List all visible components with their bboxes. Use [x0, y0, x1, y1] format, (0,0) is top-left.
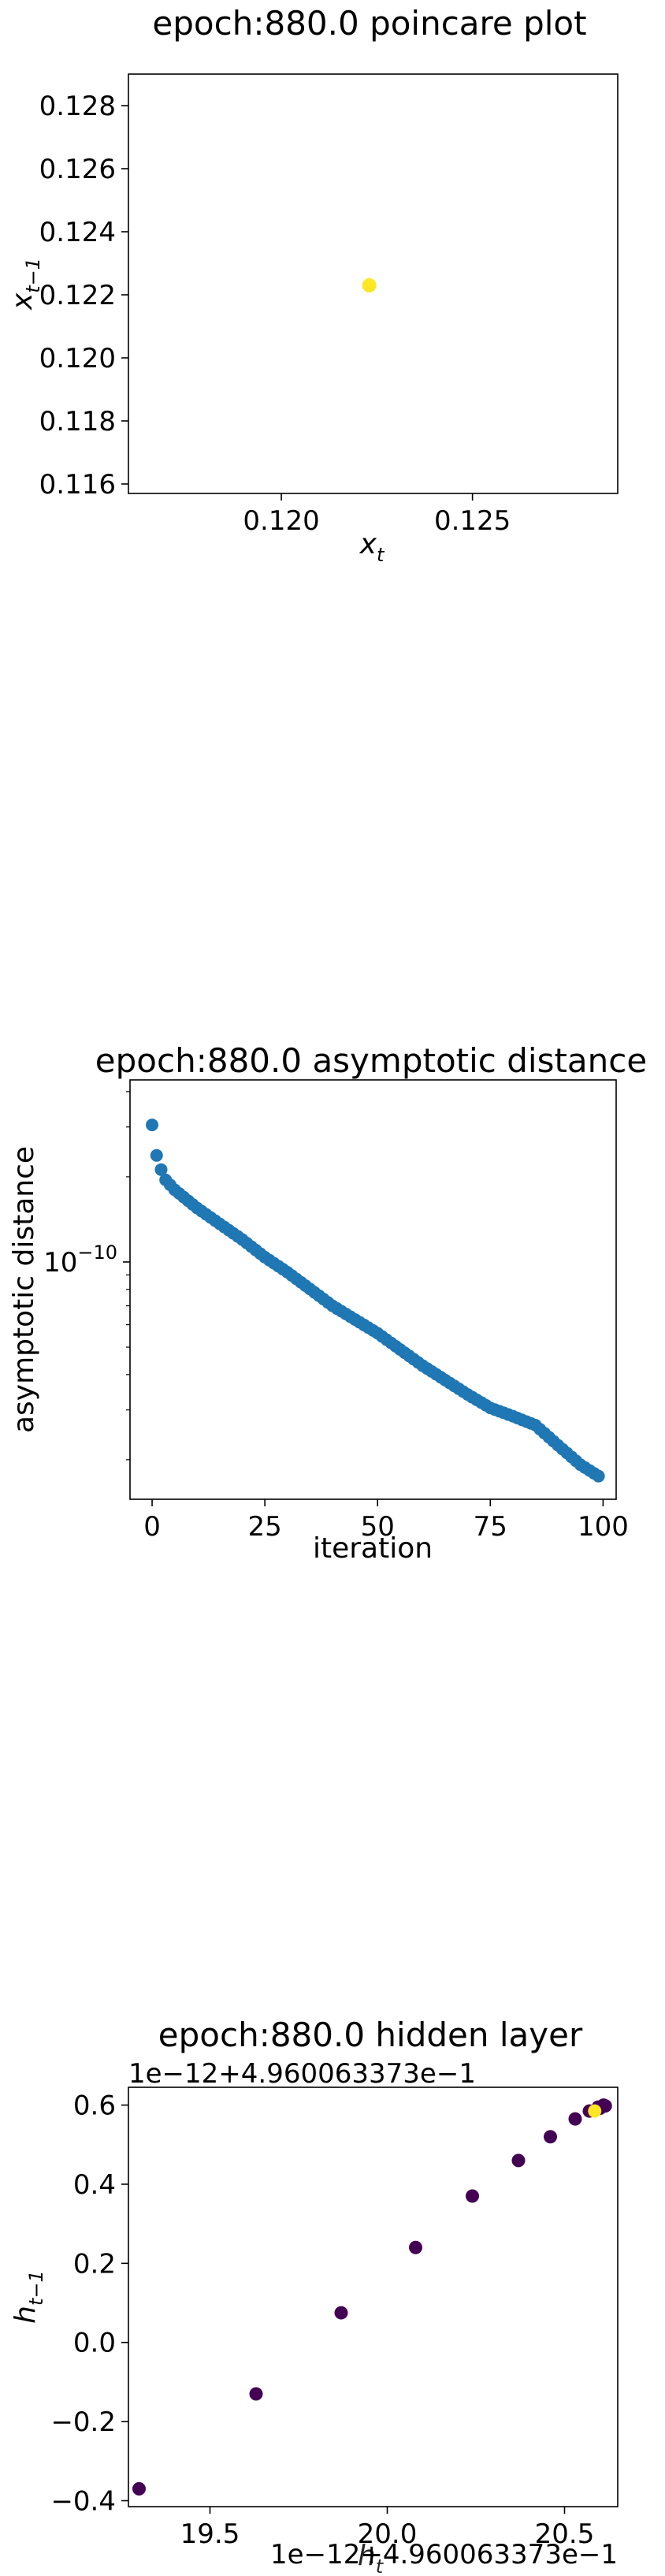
hidden-axes-frame	[128, 2086, 619, 2507]
asymptotic-x-tick-label: 0	[143, 1511, 161, 1543]
hidden-y-tick-label: 0.2	[73, 2248, 116, 2280]
hidden-x-tick-label: 20.0	[358, 2518, 418, 2550]
hidden-layer-plot: epoch:880.0 hidden layer 1e−12+4.9600633…	[9, 2016, 619, 2576]
asymptotic-ylabel: asymptotic distance	[8, 1146, 40, 1433]
asymptotic-y-tick-label: 10−10	[43, 1241, 117, 1279]
hidden-point	[598, 2099, 612, 2113]
hidden-point	[511, 2153, 526, 2168]
hidden-y-tick-label: −0.4	[50, 2485, 116, 2517]
hidden-y-offset-text: 1e−12+4.960063373e−1	[128, 2058, 476, 2090]
hidden-x-ticks: 19.5 20.0 20.5	[180, 2507, 595, 2550]
poincare-x-tick-label: 0.125	[434, 505, 511, 537]
poincare-x-ticks: 0.120 0.125	[243, 493, 511, 537]
poincare-y-tick-label: 0.122	[39, 280, 116, 311]
poincare-point	[362, 278, 377, 292]
hidden-title: epoch:880.0 hidden layer	[158, 2016, 583, 2054]
asymptotic-x-ticks: 0 25 50 75 100	[143, 1499, 629, 1543]
asymptotic-point	[150, 1148, 163, 1162]
poincare-points	[362, 278, 377, 292]
asymptotic-y-ticks: 10−10	[43, 1091, 130, 1461]
asymptotic-point	[592, 1469, 605, 1483]
poincare-y-ticks: 0.116 0.118 0.120 0.122 0.124 0.126 0.128	[39, 91, 128, 501]
poincare-ylabel: xt−1	[6, 258, 44, 311]
asymptotic-x-tick-label: 25	[248, 1511, 282, 1543]
asymptotic-point	[146, 1119, 159, 1132]
hidden-point	[466, 2189, 479, 2203]
hidden-point	[132, 2481, 146, 2496]
hidden-point	[568, 2112, 582, 2126]
hidden-ylabel: ht−1	[9, 2270, 47, 2324]
poincare-axes-frame	[128, 73, 619, 494]
poincare-y-tick-label: 0.126	[39, 154, 116, 185]
hidden-x-tick-label: 19.5	[180, 2518, 240, 2550]
hidden-y-tick-label: 0.0	[73, 2328, 116, 2359]
asymptotic-title: epoch:880.0 asymptotic distance	[95, 1041, 647, 1080]
hidden-point	[334, 2306, 348, 2320]
poincare-xlabel: xt	[359, 528, 385, 566]
poincare-y-tick-label: 0.128	[39, 91, 116, 122]
poincare-y-tick-label: 0.120	[39, 343, 116, 374]
asymptotic-distance-plot: epoch:880.0 asymptotic distance 0 25 50 75 1…	[8, 1041, 647, 1565]
hidden-point	[544, 2130, 557, 2144]
hidden-x-tick-label: 20.5	[535, 2518, 595, 2550]
poincare-y-tick-label: 0.118	[39, 406, 116, 437]
asymptotic-x-tick-label: 50	[361, 1511, 395, 1543]
hidden-y-tick-label: −0.2	[50, 2407, 116, 2438]
poincare-y-tick-label: 0.116	[39, 469, 116, 501]
hidden-points	[132, 2098, 612, 2496]
asymptotic-x-tick-label: 75	[474, 1511, 507, 1543]
hidden-y-ticks: −0.4 −0.2 0.0 0.2 0.4 0.6	[50, 2090, 128, 2517]
asymptotic-xlabel: iteration	[313, 1532, 433, 1565]
poincare-plot: epoch:880.0 poincare plot 0.120 0.125 0.1…	[6, 4, 619, 566]
hidden-point	[249, 2387, 263, 2401]
asymptotic-points	[146, 1119, 605, 1483]
hidden-y-tick-label: 0.6	[73, 2090, 116, 2122]
poincare-y-tick-label: 0.124	[39, 217, 116, 248]
poincare-x-tick-label: 0.120	[243, 505, 319, 537]
hidden-y-tick-label: 0.4	[73, 2169, 116, 2201]
asymptotic-x-tick-label: 100	[578, 1511, 629, 1543]
asymptotic-point	[154, 1163, 168, 1176]
hidden-x-offset-text: 1e−12+4.960063373e−1	[270, 2539, 618, 2570]
hidden-final-point	[588, 2104, 602, 2118]
hidden-point	[409, 2240, 422, 2254]
poincare-title: epoch:880.0 poincare plot	[152, 4, 586, 43]
